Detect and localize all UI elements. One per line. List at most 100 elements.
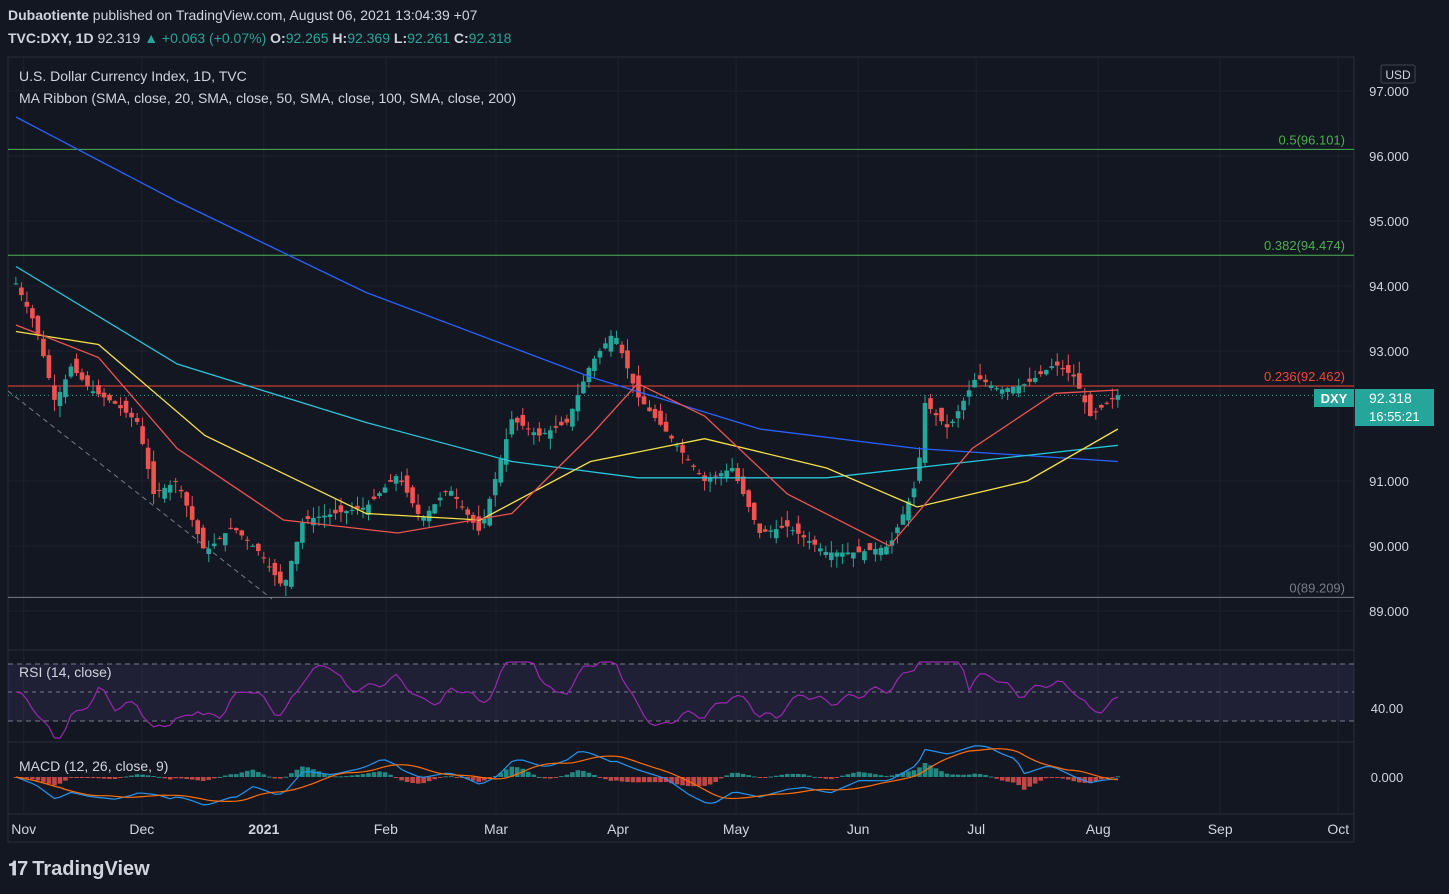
macd-line: [15, 745, 1118, 806]
macd-hist-bar: [233, 774, 239, 777]
macd-hist-bar: [867, 773, 873, 777]
candle-body: [768, 530, 774, 532]
macd-hist-bar: [305, 767, 311, 777]
macd-hist-bar: [757, 777, 763, 778]
candle-body: [630, 373, 636, 384]
fib-label: 0.5(96.101): [1279, 132, 1346, 147]
macd-hist-bar: [603, 777, 608, 780]
candle-body: [355, 505, 360, 509]
candle-body: [327, 514, 333, 517]
rsi-series: [15, 661, 1119, 739]
candle-body: [1082, 395, 1088, 403]
candle-body: [619, 344, 625, 354]
ma-legend[interactable]: MA Ribbon (SMA, close, 20, SMA, close, 5…: [19, 90, 516, 106]
macd-hist-bar: [261, 774, 267, 777]
sma50-line: [15, 330, 1119, 521]
tradingview-logo[interactable]: 𝟏7 TradingView: [8, 858, 150, 881]
macd-hist-bar: [1027, 777, 1033, 787]
macd-hist-bar: [118, 777, 123, 778]
macd-hist-bar: [129, 775, 134, 777]
price-tick: 96.000: [1369, 149, 1409, 164]
macd-hist-bar: [448, 776, 454, 778]
candle-body: [592, 358, 597, 372]
macd-hist-bar: [564, 774, 570, 777]
macd-hist-bar: [24, 777, 30, 779]
candle-body: [272, 562, 278, 576]
macd-hist-bar: [311, 769, 316, 777]
macd-hist-bar: [988, 776, 994, 778]
time-tick: May: [723, 821, 749, 837]
low-value: 92.261: [407, 30, 450, 46]
macd-hist-bar: [856, 771, 862, 777]
last-price-value: 92.318: [1369, 390, 1412, 406]
macd-hist-bar: [101, 777, 107, 779]
low-label: L:: [393, 30, 408, 46]
candle-body: [349, 509, 355, 511]
macd-hist-bar: [514, 767, 520, 777]
candle-body: [382, 487, 388, 493]
macd-hist-bar: [140, 774, 145, 777]
macd-hist-bar: [267, 776, 272, 778]
macd-hist-bar: [1010, 777, 1016, 783]
rsi-legend[interactable]: RSI (14, close): [19, 664, 112, 680]
macd-hist-bar: [503, 769, 509, 777]
currency-box[interactable]: [1380, 64, 1416, 84]
candle-body: [267, 566, 272, 568]
macd-hist-bar: [322, 773, 327, 777]
candle-body: [603, 343, 608, 349]
candle-body: [1054, 361, 1060, 366]
macd-hist-bar: [366, 773, 371, 777]
candle-body: [961, 400, 966, 411]
candle-body: [851, 552, 856, 559]
time-tick: Mar: [484, 821, 508, 837]
time-axis[interactable]: Nov Dec 2021 Feb Mar Apr May Jun Jul Aug Sep Oct: [11, 821, 1349, 837]
macd-hist-bar: [575, 770, 581, 777]
rsi-tick: 40.00: [1371, 701, 1404, 716]
candle-body: [1027, 378, 1033, 382]
macd-hist-bar: [393, 777, 399, 778]
candle-body: [371, 496, 377, 499]
candle-body: [35, 315, 41, 335]
macd-hist-bar: [1110, 777, 1115, 778]
candle-body: [1010, 386, 1016, 394]
macd-hist-bar: [46, 777, 52, 784]
signal-line: [15, 748, 1118, 802]
candle-body: [129, 412, 134, 418]
macd-hist-bar: [377, 771, 382, 777]
candle-body: [829, 552, 834, 561]
symbol-timeframe: TVC:DXY, 1D: [8, 30, 94, 46]
trend-line[interactable]: [7, 390, 273, 600]
ohlc-header: TVC:DXY, 1D 92.319 ▲ +0.063 (+0.07%) O:9…: [8, 30, 511, 46]
candle-body: [652, 409, 658, 418]
candle-body: [895, 527, 900, 534]
last-symbol: DXY: [1321, 391, 1348, 406]
macd-hist-bar: [950, 774, 955, 777]
candle-body: [597, 351, 603, 358]
macd-hist-bar: [1071, 777, 1077, 782]
macd-hist-bar: [178, 777, 184, 779]
candle-body: [437, 497, 443, 501]
candle-body: [707, 478, 713, 482]
time-tick: Apr: [607, 821, 629, 837]
candle-body: [834, 552, 840, 557]
candle-body: [211, 543, 217, 547]
macd-hist-bar: [636, 777, 641, 783]
macd-hist-bar: [355, 774, 360, 777]
macd-hist-bar: [878, 775, 884, 777]
candle-body: [283, 580, 289, 586]
macd-hist-bar: [773, 775, 779, 777]
macd-hist-bar: [795, 773, 801, 777]
macd-legend[interactable]: MACD (12, 26, close, 9): [19, 758, 168, 774]
candle-body: [300, 522, 305, 543]
candle-body: [344, 511, 349, 514]
price-axis[interactable]: 97.000 96.000 95.000 94.000 93.000 91.000 90.0…: [1369, 84, 1409, 619]
candle-body: [559, 421, 564, 426]
macd-hist-bar: [344, 776, 349, 778]
sma200-line: [15, 116, 1118, 463]
macd-hist-bar: [217, 776, 223, 778]
macd-hist-bar: [410, 777, 415, 783]
macd-hist-bar: [608, 777, 614, 781]
macd-hist-bar: [823, 777, 829, 779]
macd-hist-bar: [57, 777, 63, 784]
